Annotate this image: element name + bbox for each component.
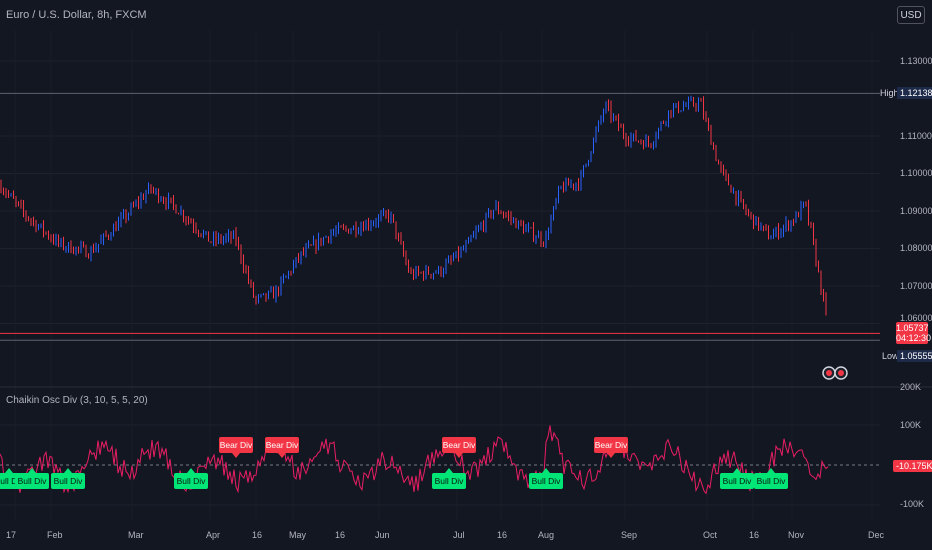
bull-div-label: Bull Div	[720, 468, 754, 489]
last-price-box: 1.05737 04:12:30	[896, 322, 932, 344]
bull-div-label: Bull Div	[15, 468, 49, 489]
time-label: Nov	[788, 530, 805, 540]
time-label: 16	[335, 530, 346, 540]
osc-current-value: -10.175K	[893, 460, 932, 472]
flag-icon	[822, 366, 836, 380]
oscillator-pane	[0, 425, 880, 495]
high-value: 1.12138	[897, 87, 932, 99]
time-label: Oct	[703, 530, 718, 540]
time-label: Apr	[206, 530, 221, 540]
bull-div-label: Bull Div	[174, 468, 208, 489]
low-value: 1.05555	[897, 350, 932, 362]
price-tick: 1.07000	[900, 281, 932, 291]
bear-div-label: Bear Div	[219, 437, 253, 458]
currency-button[interactable]: USD	[897, 6, 925, 24]
time-label: 16	[252, 530, 263, 540]
price-tick: 1.13000	[900, 56, 932, 66]
price-candles	[0, 95, 827, 316]
price-tick: 1.06000	[900, 313, 932, 323]
time-label: Feb	[47, 530, 63, 540]
svg-text:Bear Div: Bear Div	[595, 440, 628, 450]
price-tick: 1.11000	[900, 131, 932, 141]
last-price: 1.05737	[896, 323, 929, 333]
svg-text:Bull Div: Bull Div	[18, 476, 48, 486]
divergence-labels: Bear Div Bear Div Bear Div Bear Div Bull Div…	[0, 437, 788, 489]
flag-icon	[834, 366, 848, 380]
bull-div-label: Bull Div	[529, 468, 563, 489]
price-tick: 1.10000	[900, 168, 932, 178]
svg-text:Bull Div: Bull Div	[723, 476, 753, 486]
event-icons	[822, 366, 848, 380]
time-label: Jul	[453, 530, 465, 540]
bull-div-label: Bull Div	[754, 468, 788, 489]
price-tick: 1.08000	[900, 243, 932, 253]
time-label: Jun	[375, 530, 390, 540]
osc-tick: -100K	[900, 499, 925, 509]
low-key: Low	[882, 351, 899, 361]
svg-text:Bull Div: Bull Div	[435, 476, 465, 486]
countdown: 04:12:30	[896, 333, 932, 343]
bear-div-label: Bear Div	[442, 437, 476, 458]
bear-div-label: Bear Div	[265, 437, 299, 458]
svg-text:Bear Div: Bear Div	[443, 440, 476, 450]
high-key: High	[880, 88, 899, 98]
svg-text:Bull Div: Bull Div	[177, 476, 207, 486]
oscillator-title[interactable]: Chaikin Osc Div (3, 10, 5, 5, 20)	[6, 395, 148, 406]
chaikin-oscillator-line	[0, 425, 829, 495]
symbol-title[interactable]: Euro / U.S. Dollar, 8h, FXCM	[6, 9, 147, 21]
svg-text:Bull Div: Bull Div	[532, 476, 562, 486]
svg-text:Bear Div: Bear Div	[266, 440, 299, 450]
time-label: 16	[497, 530, 508, 540]
time-label: 16	[749, 530, 760, 540]
svg-text:Bull Div: Bull Div	[757, 476, 787, 486]
time-label: Sep	[621, 530, 638, 540]
time-label: Dec	[868, 530, 885, 540]
osc-tick: 100K	[900, 420, 922, 430]
osc-tick: 200K	[900, 382, 922, 392]
price-grid	[0, 30, 880, 520]
time-label: Aug	[538, 530, 555, 540]
bull-div-label: Bull Div	[432, 468, 466, 489]
bull-div-label: Bull Div	[51, 468, 85, 489]
time-label: May	[289, 530, 307, 540]
svg-text:Bull Div: Bull Div	[54, 476, 84, 486]
bear-div-label: Bear Div	[594, 437, 628, 458]
svg-text:Bear Div: Bear Div	[220, 440, 253, 450]
time-label: 17	[6, 530, 17, 540]
svg-text:Bull Div: Bull Div	[0, 476, 24, 486]
time-label: Mar	[128, 530, 144, 540]
price-tick: 1.09000	[900, 206, 932, 216]
